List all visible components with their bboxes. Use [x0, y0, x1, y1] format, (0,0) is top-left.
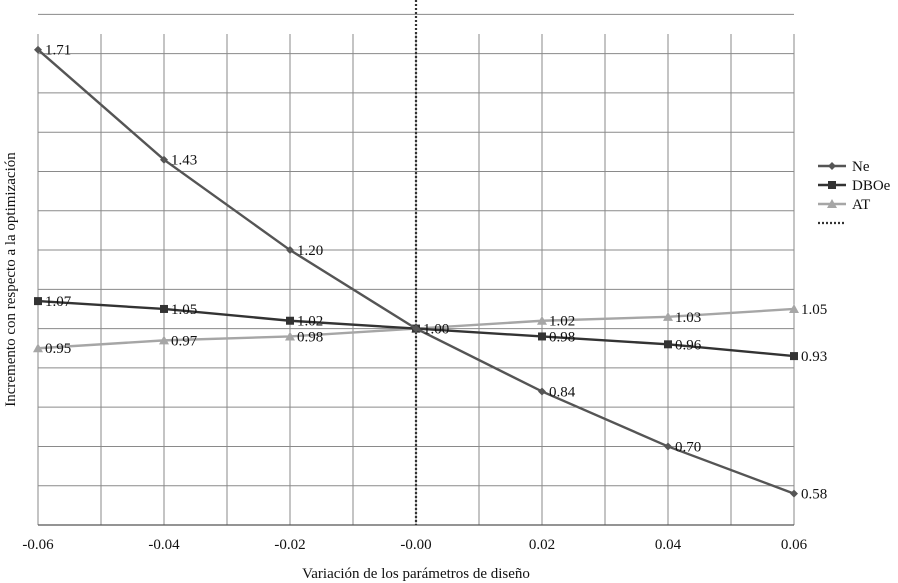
x-tick-label: -0.00 [400, 537, 431, 553]
data-label-dboe: 0.98 [549, 329, 575, 345]
data-point-dboe [34, 297, 42, 306]
data-label-ne: 0.58 [801, 487, 827, 503]
legend-marker [828, 162, 836, 170]
x-axis-ticks: -0.06 -0.04 -0.02 -0.00 0.02 0.04 0.06 [22, 537, 807, 553]
data-point-at [537, 315, 547, 325]
data-point-ne [664, 442, 672, 451]
x-tick-label: -0.02 [274, 537, 305, 553]
data-label-dboe: 1.02 [297, 314, 323, 330]
data-point-ne [160, 155, 168, 164]
data-label-dboe: 1.05 [171, 302, 197, 318]
data-point-ne [34, 45, 42, 54]
data-point-at [33, 343, 43, 353]
data-point-dboe [160, 304, 168, 313]
legend-item-ne: Ne [818, 159, 870, 175]
data-point-ne [286, 246, 294, 255]
y-axis-title: Incremento con respecto a la optimizació… [3, 152, 19, 407]
data-point-dboe [286, 316, 294, 325]
data-label-dboe: 1.07 [45, 294, 72, 310]
data-label-ne: 1.43 [171, 153, 197, 169]
x-tick-label: 0.02 [529, 537, 555, 553]
data-label-at: 1.02 [549, 314, 575, 330]
x-axis-title: Variación de los parámetros de diseño [302, 566, 530, 582]
data-label-dboe: 0.96 [675, 337, 702, 353]
x-tick-label: -0.06 [22, 537, 54, 553]
data-point-dboe [664, 340, 672, 349]
data-label-dboe: 0.93 [801, 349, 827, 365]
data-point-at [663, 311, 673, 321]
data-point-dboe [790, 352, 798, 361]
x-tick-label: 0.04 [655, 537, 682, 553]
legend-item-dboe: DBOe [818, 178, 891, 194]
data-label-ne: 1.71 [45, 43, 71, 59]
legend-label: Ne [852, 159, 870, 175]
data-point-at [789, 303, 799, 313]
data-label-ne: 0.84 [549, 384, 576, 400]
legend-marker [828, 181, 836, 189]
data-labels: 1.71 1.43 1.20 1.00 0.84 0.70 0.58 1.07 1.05 1.02… [45, 43, 827, 503]
data-point-at [285, 331, 295, 341]
data-point-at [159, 335, 169, 345]
data-label-at: 0.95 [45, 341, 71, 357]
data-label-at: 1.03 [675, 310, 701, 326]
data-point-ne [412, 324, 420, 333]
data-label-ne: 0.70 [675, 439, 701, 455]
legend: Ne DBOe AT [818, 159, 891, 225]
data-point-ne [538, 387, 546, 396]
x-tick-label: -0.04 [148, 537, 180, 553]
data-label-at: 1.05 [801, 302, 827, 318]
data-label-at: 0.97 [171, 333, 198, 349]
data-label-at: 0.98 [297, 329, 323, 345]
data-point-dboe [538, 332, 546, 341]
legend-label: AT [852, 197, 870, 213]
legend-label: DBOe [852, 178, 891, 194]
x-tick-label: 0.06 [781, 537, 808, 553]
data-label-ne: 1.20 [297, 243, 323, 259]
data-label-ne: 1.00 [423, 322, 449, 338]
legend-marker [827, 199, 837, 208]
legend-item-at: AT [818, 197, 870, 213]
series-layer [33, 45, 799, 498]
data-point-ne [790, 489, 798, 498]
